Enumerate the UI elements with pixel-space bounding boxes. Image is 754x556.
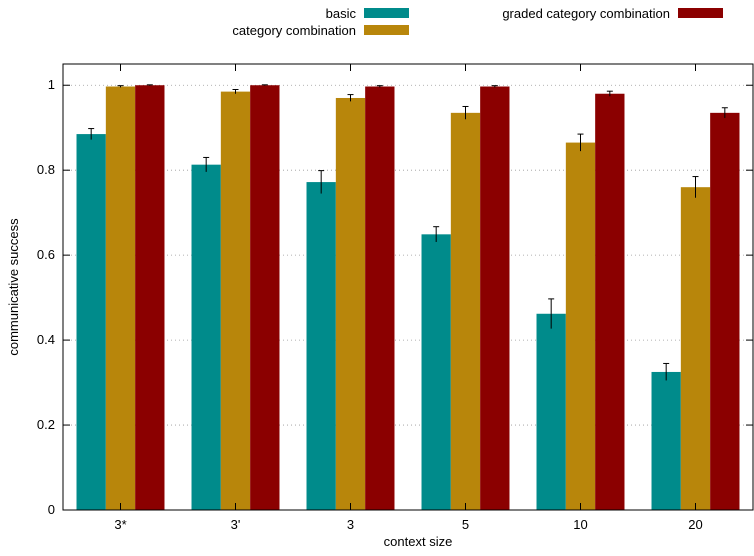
- legend-item: category combination: [232, 23, 409, 38]
- legend-label: graded category combination: [502, 6, 670, 21]
- error-bar: [491, 85, 498, 88]
- error-bar: [692, 176, 699, 198]
- bar-graded-category-combination-2: [365, 86, 395, 510]
- y-axis-ticks: 0 0.2 0.4 0.6 0.8 1: [37, 77, 753, 517]
- y-tick-label: 0.6: [37, 247, 55, 262]
- error-bar: [203, 156, 210, 172]
- error-bar: [232, 88, 239, 94]
- y-tick-label: 0.2: [37, 417, 55, 432]
- bar-category-combination-5: [680, 187, 711, 510]
- legend-swatch: [678, 8, 723, 18]
- y-tick-label: 0.4: [37, 332, 55, 347]
- x-tick-label: 3: [347, 517, 354, 532]
- plot-frame: [62, 63, 754, 511]
- bar-category-combination-3: [450, 112, 481, 510]
- error-bar: [376, 85, 383, 88]
- legend-item: basic: [326, 6, 409, 21]
- error-bar: [548, 298, 555, 329]
- legend-label: basic: [326, 6, 357, 21]
- bars: [76, 85, 740, 510]
- bar-graded-category-combination-0: [135, 85, 165, 510]
- x-tick-label: 3': [231, 517, 241, 532]
- y-tick-label: 0: [48, 502, 55, 517]
- x-tick-label: 5: [462, 517, 469, 532]
- error-bar: [146, 84, 153, 86]
- error-bar: [577, 133, 584, 152]
- bar-graded-category-combination-1: [250, 85, 280, 510]
- y-tick-label: 0.8: [37, 162, 55, 177]
- bar-basic-3: [421, 234, 451, 510]
- error-bars: [88, 84, 728, 381]
- error-bar: [721, 107, 728, 118]
- grid-lines: [63, 84, 753, 426]
- bar-basic-1: [191, 164, 221, 510]
- bar-basic-0: [76, 134, 106, 510]
- bar-basic-2: [306, 182, 336, 510]
- legend-swatch: [364, 8, 409, 18]
- bar-category-combination-1: [220, 91, 251, 510]
- error-bar: [117, 85, 124, 88]
- error-bar: [347, 94, 354, 102]
- legend-swatch: [364, 25, 409, 35]
- error-bar: [318, 170, 325, 194]
- y-axis-label: communicative success: [6, 218, 21, 356]
- error-bar: [462, 105, 469, 120]
- error-bar: [663, 362, 670, 381]
- error-bar: [261, 84, 268, 86]
- bar-category-combination-0: [105, 86, 136, 510]
- error-bar: [433, 226, 440, 242]
- bar-basic-4: [536, 313, 566, 510]
- bar-category-combination-2: [335, 97, 366, 510]
- bar-graded-category-combination-4: [595, 93, 625, 510]
- x-tick-label: 3*: [114, 517, 126, 532]
- x-tick-label: 10: [573, 517, 587, 532]
- bar-graded-category-combination-3: [480, 86, 510, 510]
- error-bar: [88, 128, 95, 140]
- x-tick-label: 20: [688, 517, 702, 532]
- error-bar: [606, 90, 613, 97]
- bar-category-combination-4: [565, 142, 596, 510]
- legend: basic category combination graded category…: [232, 6, 723, 38]
- x-axis-label: context size: [384, 534, 453, 549]
- y-tick-label: 1: [48, 77, 55, 92]
- bar-graded-category-combination-5: [710, 112, 740, 510]
- bar-basic-5: [651, 371, 681, 510]
- x-axis-ticks: 3* 3' 3 5 10 20: [114, 64, 703, 532]
- legend-item: graded category combination: [502, 6, 723, 21]
- legend-label: category combination: [232, 23, 356, 38]
